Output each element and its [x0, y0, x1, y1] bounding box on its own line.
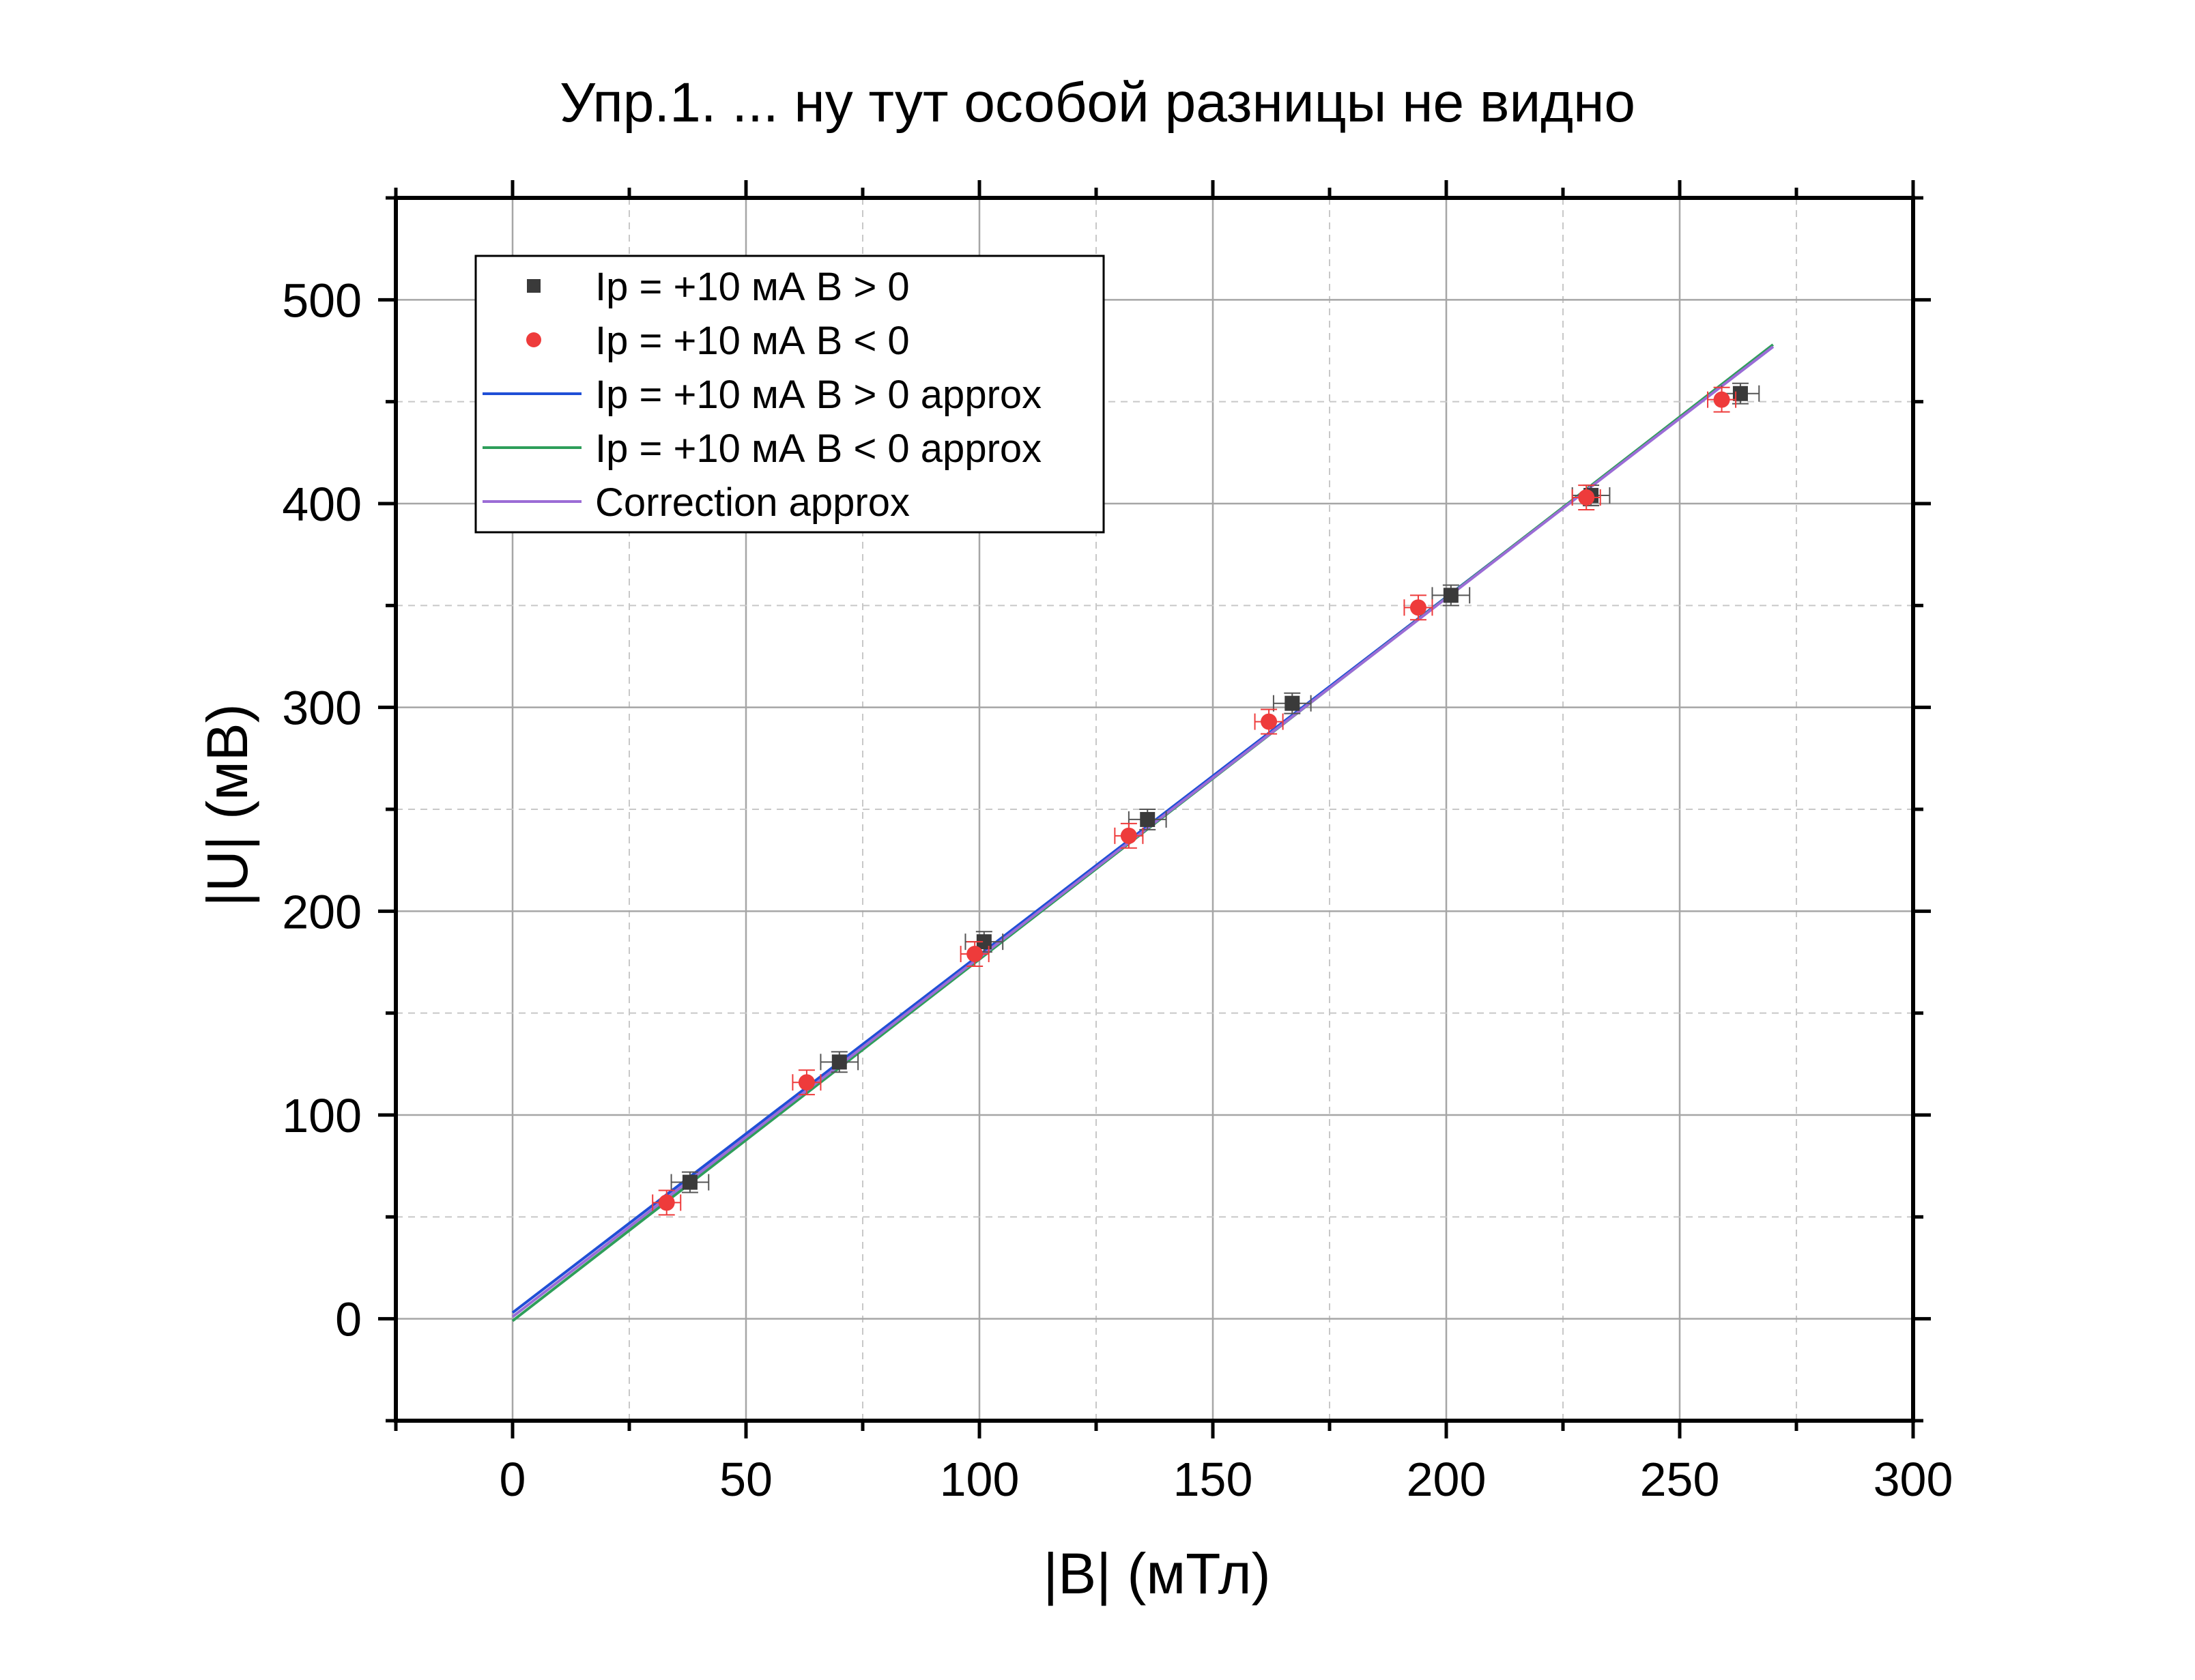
data-point: [1431, 584, 1471, 607]
legend-label: Correction approx: [595, 480, 910, 525]
square-marker: [976, 934, 992, 950]
x-axis-label: |B| (мТл): [1043, 1541, 1270, 1606]
circle-marker: [798, 1074, 815, 1091]
circle-marker: [966, 946, 984, 963]
legend-label: Ip = +10 мА B > 0 approx: [595, 373, 1042, 417]
data-point: [820, 1051, 859, 1073]
data-point: [1272, 692, 1312, 714]
data-point: [1571, 484, 1601, 510]
data-point: [1114, 822, 1144, 849]
y-tick-label: 100: [282, 1089, 362, 1142]
circle-marker: [658, 1194, 675, 1211]
x-tick-label: 150: [1173, 1453, 1253, 1506]
y-tick-label: 200: [282, 885, 362, 938]
data-point: [792, 1069, 822, 1096]
tick-labels: 0 50 100 150 200 250 300 0 100 200 300 400 500: [282, 274, 1953, 1506]
y-tick-label: 400: [282, 478, 362, 531]
square-marker: [1732, 386, 1748, 401]
legend-circle-marker: [526, 332, 541, 347]
y-tick-label: 0: [335, 1293, 362, 1346]
square-marker: [1140, 811, 1156, 827]
legend-square-marker: [527, 279, 541, 293]
legend-item: Ip = +10 мА B < 0: [526, 319, 910, 363]
data-point: [670, 1171, 710, 1193]
x-tick-label: 50: [719, 1453, 773, 1506]
x-tick-label: 0: [500, 1453, 526, 1506]
legend-item: Ip = +10 мА B > 0: [527, 265, 910, 309]
x-tick-label: 200: [1407, 1453, 1487, 1506]
data-point: [652, 1189, 682, 1216]
series-layer: [511, 343, 1775, 1322]
data-point: [1128, 809, 1167, 830]
circle-marker: [1120, 827, 1137, 844]
legend-item: Ip = +10 мА B > 0 approx: [483, 373, 1042, 417]
y-tick-label: 300: [282, 682, 362, 735]
circle-marker: [1578, 489, 1595, 506]
data-point: [1403, 594, 1433, 621]
legend-item: Correction approx: [483, 480, 910, 525]
legend-label: Ip = +10 мА B < 0: [595, 319, 910, 363]
y-tick-label: 500: [282, 274, 362, 327]
data-point: [1707, 386, 1737, 413]
data-point: [1254, 708, 1284, 735]
square-marker: [1285, 695, 1300, 711]
legend-label: Ip = +10 мА B > 0: [595, 265, 910, 309]
legend-label: Ip = +10 мА B < 0 approx: [595, 426, 1042, 471]
square-marker: [831, 1054, 847, 1070]
x-tick-label: 300: [1874, 1453, 1953, 1506]
circle-marker: [1261, 713, 1278, 730]
legend-item: Ip = +10 мА B < 0 approx: [483, 426, 1042, 471]
data-point: [960, 941, 990, 967]
axes: [378, 180, 1931, 1438]
circle-marker: [1409, 599, 1426, 616]
square-marker: [1443, 588, 1459, 603]
x-tick-label: 250: [1640, 1453, 1720, 1506]
y-axis-label: |U| (мВ): [195, 704, 259, 906]
square-marker: [682, 1174, 698, 1190]
circle-marker: [1713, 391, 1730, 408]
chart-title: Упр.1. ... ну тут особой разницы не видн…: [560, 72, 1635, 134]
x-tick-label: 100: [940, 1453, 1020, 1506]
legend: Ip = +10 мА B > 0 Ip = +10 мА B < 0 Ip = +…: [474, 255, 1105, 534]
